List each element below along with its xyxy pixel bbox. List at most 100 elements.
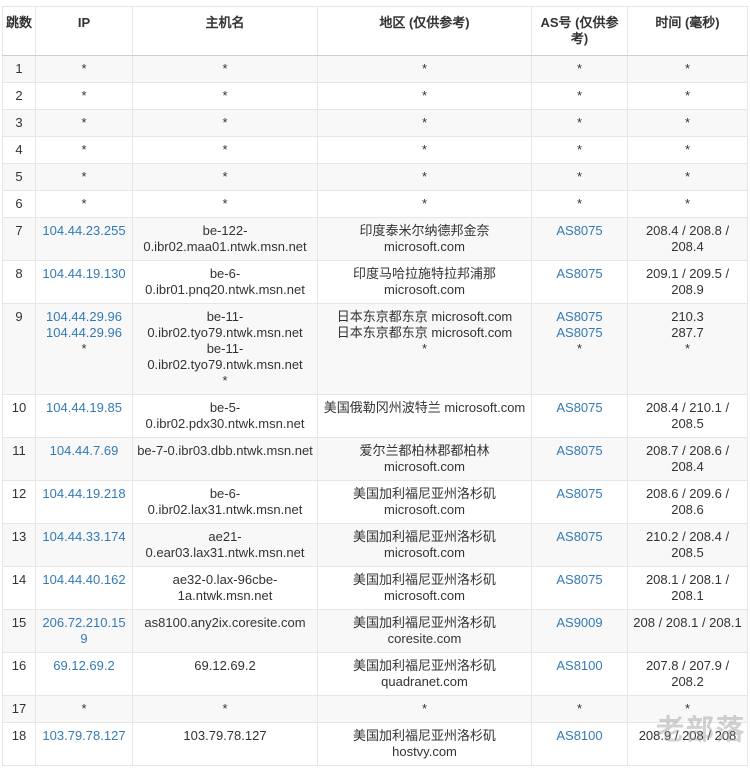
table-row: 7 104.44.23.255 be-122-0.ibr02.maa01.ntwk.… [2, 217, 748, 261]
asn-line: AS8075 [535, 443, 624, 459]
asn-line: AS8075 [535, 400, 624, 416]
hostname-cell: * [132, 55, 318, 83]
ip-link[interactable]: 104.44.23.255 [42, 223, 126, 238]
region-value: 印度马哈拉施特拉邦浦那 microsoft.com [352, 266, 496, 297]
table-row: 9 104.44.29.96 104.44.29.96 * be-11-0.ibr02.… [2, 303, 748, 395]
region-value: 日本东京都东京 microsoft.com [336, 309, 513, 324]
asn-value: * [576, 142, 583, 157]
asn-cell: * [531, 190, 628, 218]
asn-link[interactable]: AS8075 [556, 223, 603, 238]
ip-cell: * [35, 190, 133, 218]
ip-cell: * [35, 695, 133, 723]
region-cell: 爱尔兰都柏林郡都柏林 microsoft.com [317, 437, 532, 481]
hostname-value: 69.12.69.2 [194, 658, 256, 673]
hop-value: 7 [15, 223, 23, 238]
asn-link[interactable]: AS8100 [556, 728, 603, 743]
ip-cell: 104.44.7.69 [35, 437, 133, 481]
time-value: 208.1 / 208.1 / 208.1 [645, 572, 730, 603]
asn-cell: * [531, 136, 628, 164]
table-row: 13 104.44.33.174 ae21-0.ear03.lax31.ntwk.m… [2, 523, 748, 567]
ip-link[interactable]: 206.72.210.159 [42, 615, 126, 646]
asn-link[interactable]: AS8075 [556, 529, 603, 544]
region-cell: 美国加利福尼亚州洛杉矶 coresite.com [317, 609, 532, 653]
asn-link[interactable]: AS8075 [556, 325, 603, 340]
region-value: 日本东京都东京 microsoft.com [336, 325, 513, 340]
ip-link[interactable]: 69.12.69.2 [53, 658, 115, 673]
hostname-cell: be-122-0.ibr02.maa01.ntwk.msn.net [132, 217, 318, 261]
asn-value: * [576, 88, 583, 103]
time-value: * [684, 169, 691, 184]
asn-link[interactable]: AS8075 [556, 486, 603, 501]
hostname-cell: ae32-0.lax-96cbe-1a.ntwk.msn.net [132, 566, 318, 610]
ip-line: 104.44.7.69 [39, 443, 129, 459]
asn-link[interactable]: AS9009 [556, 615, 603, 630]
asn-link[interactable]: AS8075 [556, 266, 603, 281]
time-cell: * [627, 136, 748, 164]
hop-cell: 18 [2, 722, 36, 766]
hostname-cell: * [132, 190, 318, 218]
ip-link[interactable]: 104.44.40.162 [42, 572, 126, 587]
ip-link[interactable]: 104.44.29.96 [46, 325, 122, 340]
hop-cell: 4 [2, 136, 36, 164]
hostname-value: be-11-0.ibr02.tyo79.ntwk.msn.net [147, 341, 303, 372]
region-value: 美国加利福尼亚州洛杉矶 quadranet.com [352, 658, 496, 689]
hostname-cell: be-5-0.ibr02.pdx30.ntwk.msn.net [132, 394, 318, 438]
table-row: 16 69.12.69.2 69.12.69.2 美国加利福尼亚州洛杉矶 quadra… [2, 652, 748, 696]
asn-cell: * [531, 55, 628, 83]
hostname-cell: as8100.any2ix.coresite.com [132, 609, 318, 653]
hostname-value: * [222, 115, 228, 130]
time-cell: 208.6 / 209.6 / 208.6 [627, 480, 748, 524]
asn-link[interactable]: AS8075 [556, 309, 603, 324]
asn-value: * [576, 169, 583, 184]
hostname-cell: 69.12.69.2 [132, 652, 318, 696]
ip-link[interactable]: 104.44.29.96 [46, 309, 122, 324]
hostname-value: ae21-0.ear03.lax31.ntwk.msn.net [145, 529, 305, 560]
time-value: 208.4 / 210.1 / 208.5 [645, 400, 730, 431]
ip-link[interactable]: 103.79.78.127 [42, 728, 126, 743]
ip-link[interactable]: 104.44.33.174 [42, 529, 126, 544]
ip-link[interactable]: 104.44.19.130 [42, 266, 126, 281]
hop-cell: 1 [2, 55, 36, 83]
ip-line: 206.72.210.159 [39, 615, 129, 647]
hop-value: 12 [11, 486, 27, 501]
asn-link[interactable]: AS8075 [556, 400, 603, 415]
asn-cell: AS8100 [531, 722, 628, 766]
ip-cell: 104.44.29.96 104.44.29.96 * [35, 303, 133, 395]
table-row: 17 * * * * * [2, 695, 748, 723]
region-cell: 美国加利福尼亚州洛杉矶 microsoft.com [317, 566, 532, 610]
hostname-cell: be-6-0.ibr02.lax31.ntwk.msn.net [132, 480, 318, 524]
hostname-cell: be-7-0.ibr03.dbb.ntwk.msn.net [132, 437, 318, 481]
asn-line: AS8075 [535, 572, 624, 588]
time-cell: 210.2 / 208.4 / 208.5 [627, 523, 748, 567]
region-cell: 美国加利福尼亚州洛杉矶 microsoft.com [317, 480, 532, 524]
time-value: * [684, 115, 691, 130]
region-value: 美国加利福尼亚州洛杉矶 microsoft.com [352, 572, 496, 603]
hop-value: 15 [11, 615, 27, 630]
asn-link[interactable]: AS8075 [556, 572, 603, 587]
asn-cell: AS9009 [531, 609, 628, 653]
ip-cell: 104.44.40.162 [35, 566, 133, 610]
time-value: * [684, 142, 691, 157]
table-row: 1 * * * * * [2, 55, 748, 83]
ip-link[interactable]: 104.44.7.69 [49, 443, 119, 458]
table-row: 8 104.44.19.130 be-6-0.ibr01.pnq20.ntwk.ms… [2, 260, 748, 304]
hop-cell: 9 [2, 303, 36, 395]
hostname-value: be-7-0.ibr03.dbb.ntwk.msn.net [137, 443, 313, 458]
col-header-hostname: 主机名 [132, 6, 318, 56]
asn-link[interactable]: AS8075 [556, 443, 603, 458]
hop-cell: 17 [2, 695, 36, 723]
asn-line: AS8075 [535, 309, 624, 325]
hop-value: 4 [15, 142, 23, 157]
region-value: 美国加利福尼亚州洛杉矶 coresite.com [352, 615, 496, 646]
ip-link[interactable]: 104.44.19.85 [46, 400, 122, 415]
ip-value: * [81, 61, 87, 76]
ip-line: 104.44.33.174 [39, 529, 129, 545]
ip-link[interactable]: 104.44.19.218 [42, 486, 126, 501]
asn-value: * [576, 701, 583, 716]
hostname-cell: * [132, 136, 318, 164]
region-cell: 印度马哈拉施特拉邦浦那 microsoft.com [317, 260, 532, 304]
asn-link[interactable]: AS8100 [556, 658, 603, 673]
col-header-time: 时间 (毫秒) [627, 6, 748, 56]
asn-line: AS8075 [535, 223, 624, 239]
